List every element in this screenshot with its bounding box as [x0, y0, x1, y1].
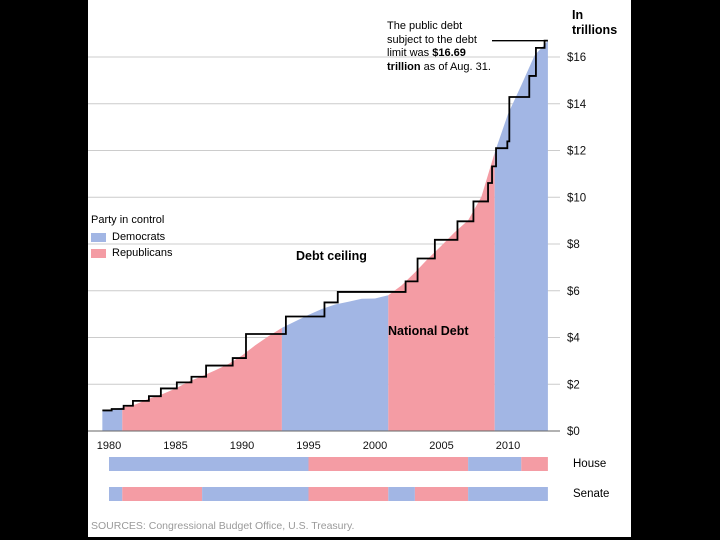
legend-label: Republicans — [112, 247, 173, 259]
x-tick-labels: 1980 1985 1990 1995 2000 2005 2010 — [97, 440, 520, 452]
legend-item-republicans: Republicans — [91, 247, 173, 259]
svg-text:$8: $8 — [567, 239, 580, 251]
svg-text:1990: 1990 — [230, 440, 254, 452]
legend-swatch-democrats — [91, 232, 106, 242]
house-control-bar — [109, 457, 548, 471]
chart-annotation: The public debt subject to the debt limit … — [387, 20, 497, 74]
svg-text:$6: $6 — [567, 286, 580, 298]
gridlines — [88, 56, 560, 432]
legend-rows: Democrats Republicans — [91, 231, 173, 259]
annotation-line: limit was $16.69 — [387, 47, 466, 59]
debt-ceiling-label: Debt ceiling — [296, 249, 367, 263]
annotation-line: subject to the debt — [387, 33, 477, 46]
svg-text:2010: 2010 — [496, 440, 520, 452]
svg-text:2005: 2005 — [429, 440, 453, 452]
senate-control-bar — [109, 487, 548, 501]
svg-text:$14: $14 — [567, 99, 587, 111]
svg-text:1995: 1995 — [296, 440, 320, 452]
national-debt-label: National Debt — [388, 324, 469, 338]
senate-bar-label: Senate — [573, 488, 610, 500]
svg-text:2000: 2000 — [363, 440, 387, 452]
y-tick-labels: $0 $2 $4 $6 $8 $10 $12 $14 $16 — [567, 52, 587, 438]
svg-text:$16: $16 — [567, 52, 586, 64]
debt-ceiling-line — [102, 39, 548, 412]
legend-title: Party in control — [91, 214, 165, 226]
y-axis-title: In trillions — [572, 8, 618, 37]
chart-panel: $0 $2 $4 $6 $8 $10 $12 $14 $16 1980 1985 1990 1995 20… — [88, 0, 631, 537]
annotation-line: trillion as of Aug. 31. — [387, 60, 491, 73]
legend-item-democrats: Democrats — [91, 231, 173, 243]
svg-text:$4: $4 — [567, 333, 580, 345]
legend-swatch-republicans — [91, 248, 106, 258]
svg-text:$2: $2 — [567, 379, 580, 391]
debt-chart: $0 $2 $4 $6 $8 $10 $12 $14 $16 1980 1985 1990 1995 20… — [88, 39, 587, 501]
source-credit: SOURCES: Congressional Budget Office, U.… — [91, 520, 355, 532]
svg-text:$0: $0 — [567, 426, 580, 438]
svg-text:$10: $10 — [567, 192, 586, 204]
svg-text:1985: 1985 — [163, 440, 187, 452]
svg-text:$12: $12 — [567, 146, 586, 158]
party-legend: Party in control Democrats Republicans — [91, 214, 173, 263]
svg-text:1980: 1980 — [97, 440, 121, 452]
annotation-line: The public debt — [387, 20, 463, 32]
house-bar-label: House — [573, 458, 607, 470]
legend-label: Democrats — [112, 231, 166, 243]
